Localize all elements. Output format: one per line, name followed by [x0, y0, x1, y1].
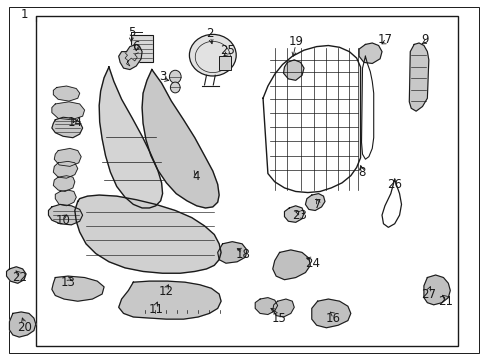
Text: 15: 15 [272, 311, 286, 325]
Polygon shape [52, 102, 84, 120]
Polygon shape [53, 176, 75, 192]
Text: 5: 5 [127, 26, 135, 39]
Text: 14: 14 [67, 116, 82, 129]
Text: 9: 9 [420, 33, 428, 46]
Ellipse shape [170, 82, 180, 93]
Polygon shape [75, 195, 221, 273]
Polygon shape [52, 117, 82, 138]
Text: 2: 2 [206, 27, 214, 40]
Polygon shape [119, 44, 142, 69]
Polygon shape [272, 250, 310, 280]
Polygon shape [423, 275, 449, 305]
Text: 7: 7 [313, 198, 321, 211]
Text: 27: 27 [421, 288, 435, 301]
Ellipse shape [189, 35, 236, 76]
Polygon shape [255, 298, 277, 315]
Text: 3: 3 [159, 69, 166, 82]
Polygon shape [311, 299, 350, 328]
Polygon shape [408, 43, 428, 111]
Polygon shape [53, 86, 80, 101]
Polygon shape [99, 67, 162, 208]
Polygon shape [358, 43, 381, 63]
Bar [131, 36, 153, 62]
Polygon shape [48, 204, 82, 225]
Polygon shape [52, 276, 104, 301]
Text: 25: 25 [220, 44, 234, 57]
Polygon shape [119, 281, 221, 319]
Polygon shape [284, 206, 304, 222]
Bar [36, 16, 457, 346]
Text: 10: 10 [56, 214, 70, 227]
Text: 20: 20 [17, 320, 31, 333]
Ellipse shape [169, 70, 181, 83]
Text: 26: 26 [386, 178, 401, 191]
Text: 16: 16 [325, 311, 340, 325]
Text: 23: 23 [291, 210, 306, 222]
Text: 8: 8 [357, 166, 365, 179]
Text: 21: 21 [437, 295, 452, 308]
Polygon shape [54, 148, 81, 166]
Text: 18: 18 [236, 248, 250, 261]
Text: 6: 6 [132, 40, 140, 53]
Text: 22: 22 [12, 271, 27, 284]
Polygon shape [142, 69, 219, 208]
Text: 12: 12 [159, 285, 174, 298]
Polygon shape [55, 190, 76, 206]
Polygon shape [53, 161, 78, 178]
Text: 1: 1 [20, 8, 28, 21]
Bar [219, 56, 231, 69]
Text: 13: 13 [61, 276, 75, 289]
Text: 24: 24 [305, 257, 320, 270]
Polygon shape [305, 194, 325, 211]
Text: 17: 17 [377, 33, 392, 46]
Text: 4: 4 [192, 170, 199, 183]
Polygon shape [217, 242, 246, 263]
Polygon shape [9, 312, 36, 337]
Polygon shape [272, 299, 294, 317]
Polygon shape [6, 267, 26, 283]
Polygon shape [283, 60, 304, 80]
Text: 11: 11 [148, 303, 163, 316]
Text: 19: 19 [287, 35, 303, 49]
